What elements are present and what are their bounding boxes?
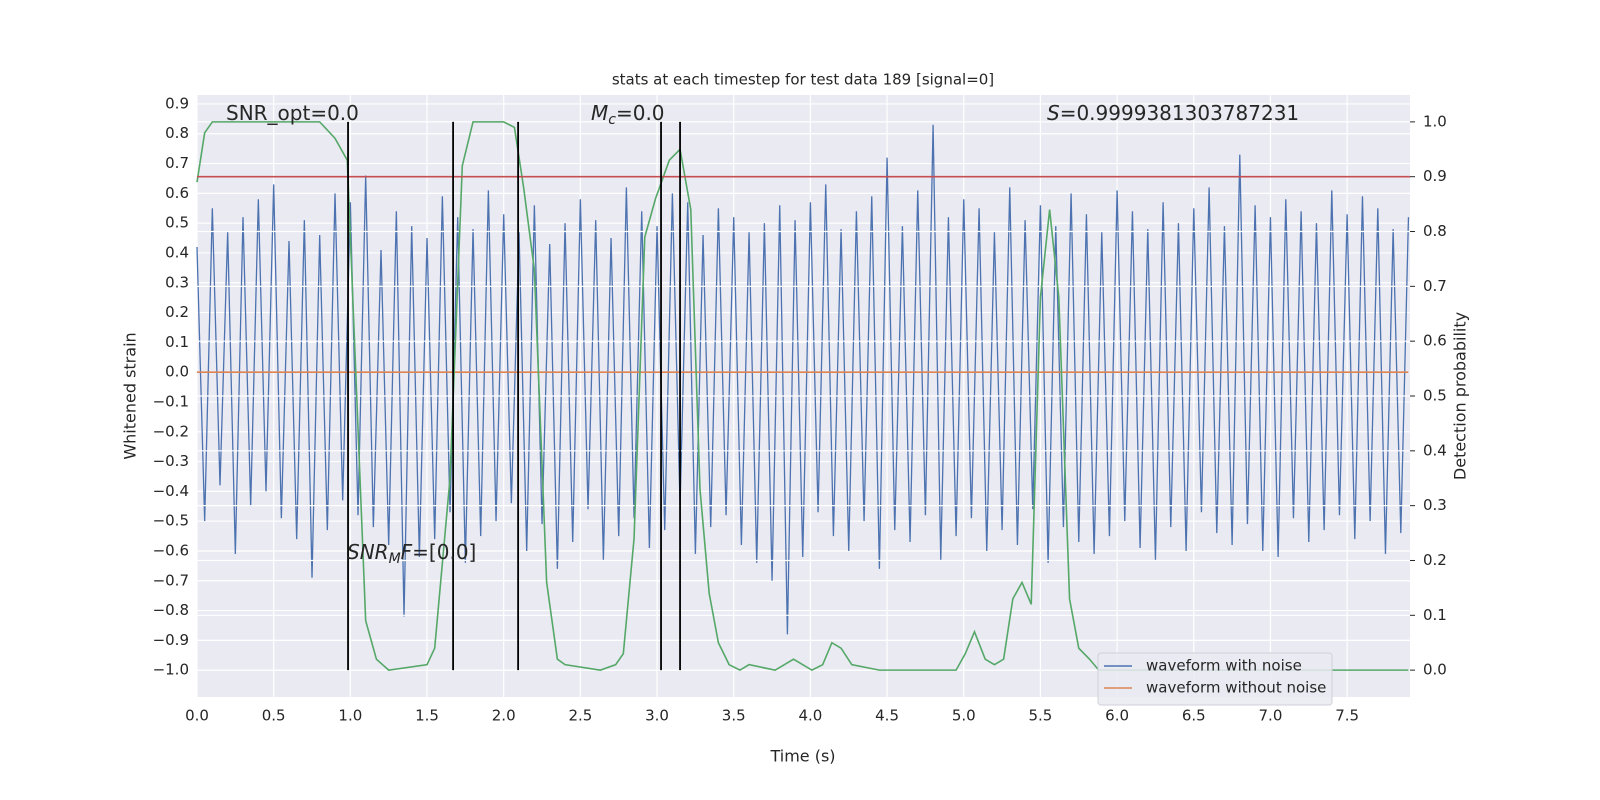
legend-label: waveform with noise: [1146, 657, 1302, 675]
y-axis-label: Whitened strain: [121, 332, 140, 459]
y-tick-label: −0.3: [153, 452, 189, 470]
x-tick-label: 7.0: [1259, 707, 1283, 725]
x-tick-label: 3.5: [722, 707, 746, 725]
x-tick-label: 7.5: [1335, 707, 1359, 725]
x-tick-label: 0.0: [185, 707, 209, 725]
x-tick-label: 4.0: [798, 707, 822, 725]
y2-tick-label: 0.1: [1423, 606, 1447, 624]
y-tick-label: 0.9: [165, 94, 189, 112]
annotation: SNRMF=[0.0]: [347, 540, 476, 568]
y2-tick-label: 0.7: [1423, 277, 1447, 295]
y-tick-label: −0.4: [153, 482, 189, 500]
y-tick-label: −0.7: [153, 571, 189, 589]
y-tick-label: −0.2: [153, 422, 189, 440]
legend-box: [1097, 652, 1333, 706]
annotation-italic: S: [1047, 101, 1060, 125]
annotation-text: =0.9999381303787231: [1060, 101, 1299, 125]
x-tick-label: 2.0: [492, 707, 516, 725]
annotation-italic: M: [591, 101, 608, 125]
y-tick-label: −0.1: [153, 392, 189, 410]
legend-label: waveform without noise: [1146, 679, 1326, 697]
annotation-italic: SNR: [347, 540, 389, 564]
x-tick-label: 6.5: [1182, 707, 1206, 725]
annotation-subscript: c: [608, 112, 616, 128]
y2-tick-label: 0.0: [1423, 661, 1447, 679]
annotation-italic: F: [401, 540, 413, 564]
y2-tick-label: 0.3: [1423, 496, 1447, 514]
annotation-subscript: M: [389, 551, 401, 567]
x-tick-label: 3.0: [645, 707, 669, 725]
y2-tick-label: 0.5: [1423, 387, 1447, 405]
annotation: S=0.9999381303787231: [1047, 101, 1299, 125]
y2-axis-label: Detection probability: [1451, 312, 1470, 480]
x-tick-label: 5.0: [952, 707, 976, 725]
y-tick-label: 0.5: [165, 214, 189, 232]
y2-tick-label: 1.0: [1423, 112, 1447, 130]
y-tick-label: −0.6: [153, 541, 189, 559]
annotation-text: =0.0: [616, 101, 665, 125]
y2-tick-label: 0.6: [1423, 332, 1447, 350]
series-line: [196, 124, 1410, 635]
y-tick-label: 0.6: [165, 184, 189, 202]
y-tick-label: −0.5: [153, 512, 189, 530]
annotation-text: SNR_opt=0.0: [226, 101, 359, 125]
annotation: Mc=0.0: [591, 101, 665, 129]
x-tick-label: 6.0: [1105, 707, 1129, 725]
series-line: [196, 121, 1409, 672]
y2-tick-label: 0.2: [1423, 551, 1447, 569]
y-tick-label: 0.7: [165, 154, 189, 172]
y-tick-label: 0.1: [165, 333, 189, 351]
y-tick-label: 0.2: [165, 303, 189, 321]
x-tick-label: 1.0: [338, 707, 362, 725]
x-tick-label: 0.5: [262, 707, 286, 725]
y-tick-label: 0.8: [165, 124, 189, 142]
y-tick-label: 0.4: [165, 243, 189, 261]
chart-title: stats at each timestep for test data 189…: [612, 71, 994, 89]
y-tick-label: 0.3: [165, 273, 189, 291]
x-tick-label: 4.5: [875, 707, 899, 725]
x-tick-label: 2.5: [568, 707, 592, 725]
y-tick-label: 0.0: [165, 363, 189, 381]
y2-tick-label: 0.9: [1423, 167, 1447, 185]
x-tick-label: 1.5: [415, 707, 439, 725]
x-tick-label: 5.5: [1028, 707, 1052, 725]
y2-tick-label: 0.4: [1423, 441, 1447, 459]
annotation-text: =[0.0]: [412, 540, 476, 564]
x-axis-label: Time (s): [769, 747, 835, 766]
y-tick-label: −1.0: [153, 661, 189, 679]
y2-tick-label: 0.8: [1423, 222, 1447, 240]
y-tick-label: −0.9: [153, 631, 189, 649]
y-tick-label: −0.8: [153, 601, 189, 619]
annotation: SNR_opt=0.0: [226, 101, 359, 125]
